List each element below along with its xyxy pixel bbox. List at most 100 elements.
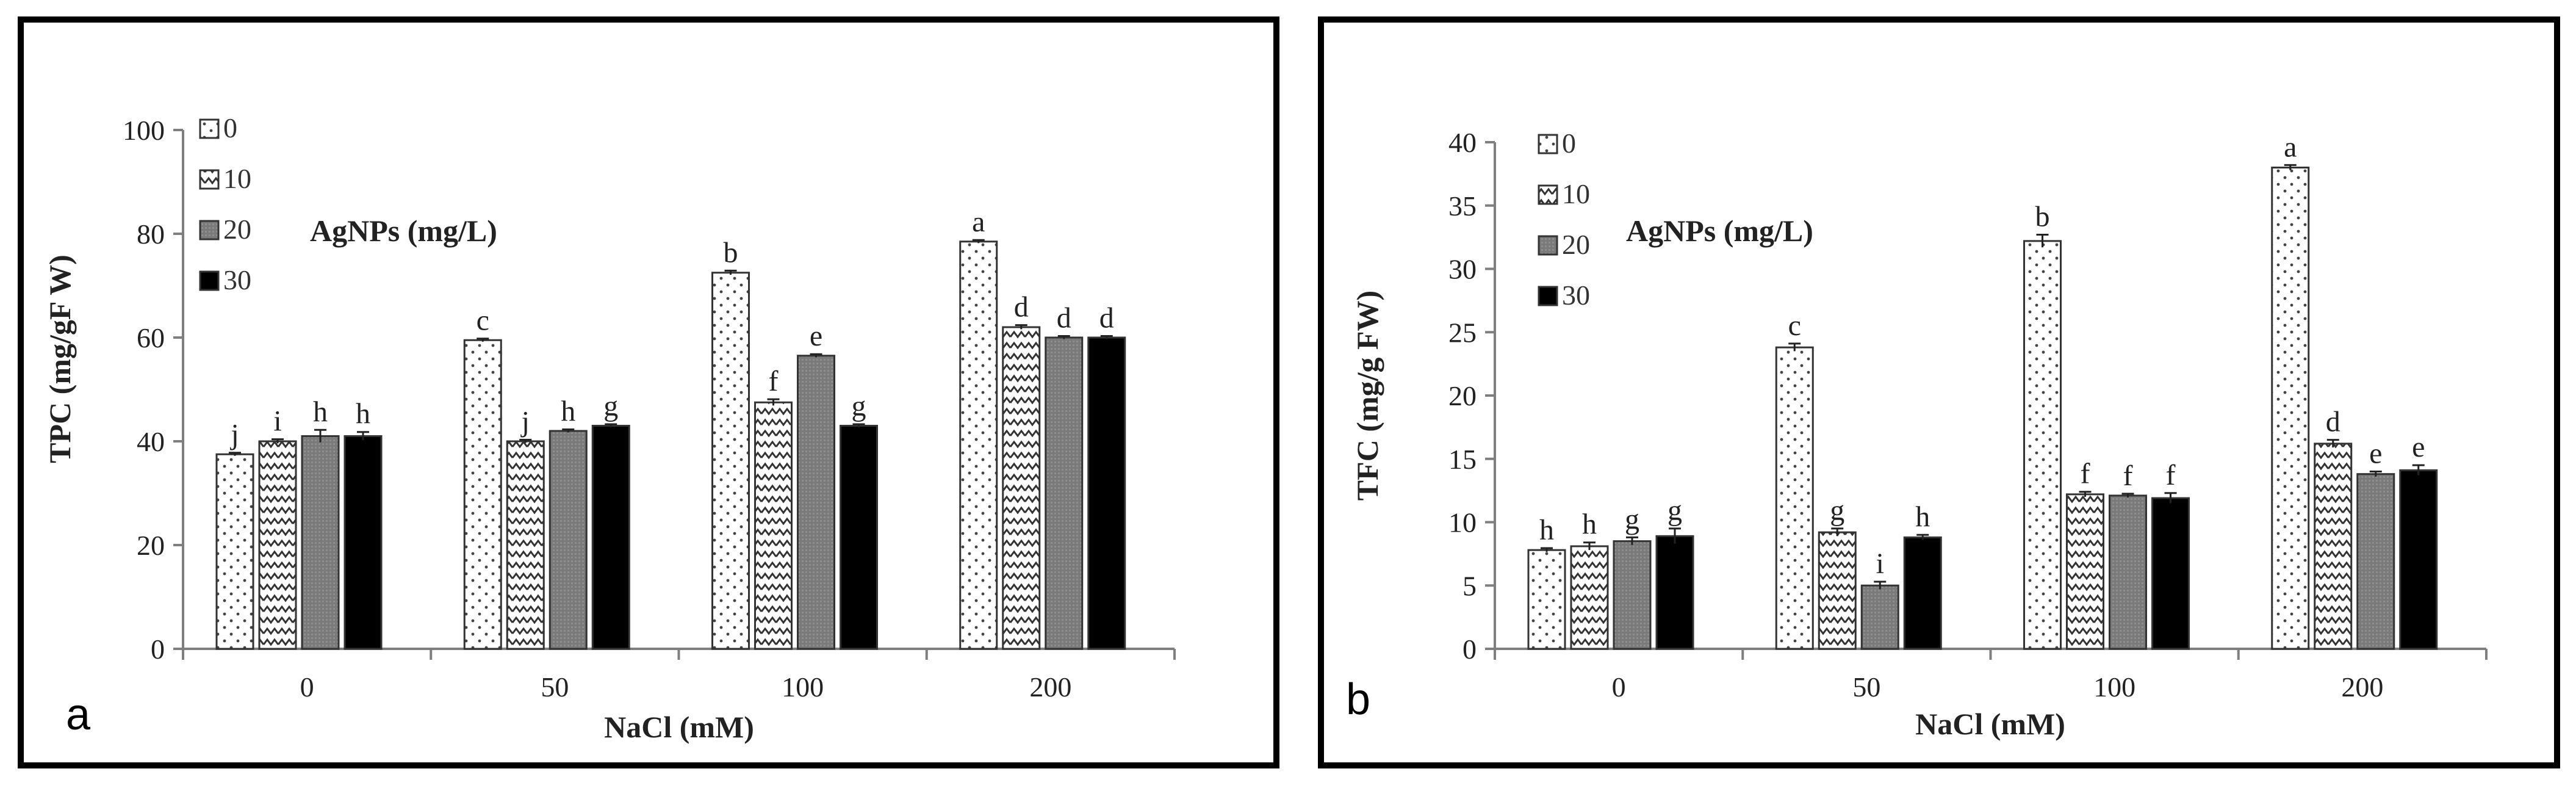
bar-agnps-0-nacl-50 — [463, 339, 502, 650]
y-tick-label: 30 — [1448, 254, 1477, 285]
significance-letter: h — [561, 395, 575, 427]
y-tick-label: 0 — [1462, 634, 1477, 665]
bar-agnps-20-nacl-100 — [797, 355, 835, 650]
y-tick-label: 25 — [1448, 317, 1477, 348]
significance-letter: f — [2166, 459, 2176, 491]
significance-letter: h — [1539, 514, 1554, 546]
bar-agnps-10-nacl-0 — [1570, 545, 1609, 650]
legend-swatch-20 — [1538, 235, 1558, 256]
bar-agnps-20-nacl-50 — [549, 430, 588, 650]
legend-swatch-30 — [199, 270, 220, 291]
bar-agnps-10-nacl-200 — [1002, 326, 1041, 650]
bar-agnps-0-nacl-0 — [215, 453, 254, 650]
legend-label-10: 10 — [1562, 178, 1590, 209]
significance-letter: a — [2284, 131, 2297, 163]
bar-agnps-30-nacl-0 — [1655, 535, 1694, 650]
bar-agnps-10-nacl-100 — [754, 401, 793, 650]
significance-letter: i — [273, 405, 281, 438]
significance-letter: f — [769, 365, 779, 397]
panel-a-legend-title: AgNPs (mg/L) — [310, 214, 497, 248]
significance-letter: d — [2326, 406, 2340, 438]
bar-agnps-0-nacl-200 — [2271, 167, 2310, 650]
y-tick-label: 15 — [1448, 444, 1477, 475]
y-tick-label: 35 — [1448, 190, 1477, 222]
legend-label-30: 30 — [223, 264, 251, 295]
bar-agnps-10-nacl-100 — [2066, 493, 2104, 650]
panel-b-label: b — [1346, 675, 1370, 724]
legend-label-20: 20 — [223, 214, 251, 245]
bar-agnps-20-nacl-200 — [2356, 473, 2395, 650]
bar-agnps-0-nacl-100 — [711, 272, 750, 650]
significance-letter: e — [2412, 431, 2425, 463]
significance-letter: g — [603, 390, 618, 422]
legend-label-0: 0 — [1562, 128, 1576, 159]
significance-letter: g — [852, 390, 866, 422]
y-tick-label: 0 — [151, 634, 165, 665]
significance-letter: c — [1788, 309, 1801, 342]
legend-swatch-30 — [1538, 286, 1558, 306]
legend-swatch-10 — [199, 169, 220, 190]
bar-agnps-20-nacl-200 — [1045, 336, 1084, 650]
y-tick-label: 100 — [123, 115, 165, 146]
bar-agnps-30-nacl-0 — [344, 435, 383, 650]
bar-agnps-30-nacl-200 — [1087, 336, 1126, 650]
bar-agnps-10-nacl-0 — [258, 440, 297, 650]
x-tick-label: 200 — [2341, 671, 2383, 703]
bar-agnps-0-nacl-200 — [959, 240, 998, 650]
bar-agnps-0-nacl-50 — [1775, 346, 1814, 650]
significance-letter: h — [1582, 508, 1597, 541]
significance-letter: b — [724, 236, 738, 269]
significance-letter: h — [313, 396, 328, 428]
bar-agnps-20-nacl-0 — [1613, 540, 1652, 650]
bar-agnps-30-nacl-50 — [1903, 536, 1942, 650]
significance-letter: h — [356, 398, 370, 430]
x-tick-label: 100 — [2093, 671, 2135, 703]
significance-letter: e — [2369, 438, 2382, 470]
significance-letter: d — [1014, 291, 1029, 324]
bar-agnps-30-nacl-100 — [840, 425, 878, 650]
bar-agnps-30-nacl-50 — [591, 425, 630, 650]
legend-label-0: 0 — [223, 112, 237, 143]
bar-agnps-0-nacl-100 — [2023, 240, 2062, 650]
panel-b-y-axis-title: TFC (mg/g FW) — [1350, 291, 1384, 501]
panel-a-x-axis-title: NaCl (mM) — [604, 710, 754, 744]
y-tick-label: 10 — [1448, 507, 1477, 538]
bar-agnps-0-nacl-0 — [1527, 549, 1566, 650]
legend-label-20: 20 — [1562, 229, 1590, 260]
bar-agnps-10-nacl-200 — [2314, 443, 2353, 650]
legend-swatch-10 — [1538, 184, 1558, 205]
significance-letter: c — [477, 305, 489, 337]
legend-swatch-0 — [1538, 134, 1558, 154]
significance-letter: f — [2081, 458, 2090, 490]
y-tick-label: 40 — [1448, 127, 1477, 158]
bar-agnps-10-nacl-50 — [1818, 531, 1857, 650]
y-tick-label: 60 — [137, 322, 165, 353]
legend-swatch-0 — [199, 118, 220, 139]
y-tick-label: 40 — [137, 426, 165, 457]
x-tick-label: 200 — [1029, 671, 1071, 703]
panel-a-label: a — [66, 690, 91, 739]
panel-a-legend: 0 10 20 30 — [199, 112, 251, 295]
x-tick-label: 50 — [541, 671, 569, 703]
significance-letter: g — [1668, 494, 1682, 527]
x-tick-label: 50 — [1852, 671, 1880, 703]
panel-b-legend-title: AgNPs (mg/L) — [1626, 214, 1813, 248]
significance-letter: i — [1876, 548, 1884, 580]
bar-agnps-10-nacl-50 — [506, 440, 545, 650]
y-tick-label: 20 — [137, 530, 165, 561]
panel-b-x-axis-title: NaCl (mM) — [1915, 707, 2065, 741]
x-tick-label: 100 — [782, 671, 824, 703]
y-tick-label: 80 — [137, 219, 165, 250]
legend-swatch-20 — [199, 220, 220, 240]
significance-letter: g — [1830, 494, 1844, 527]
bar-agnps-30-nacl-100 — [2151, 497, 2190, 650]
significance-letter: j — [520, 405, 530, 438]
significance-letter: f — [2123, 460, 2133, 492]
bar-agnps-20-nacl-50 — [1860, 584, 1899, 650]
panel-b-frame — [1318, 16, 2560, 768]
significance-letter: d — [1099, 302, 1114, 334]
panel-b: TFC (mg/g FW) NaCl (mM) b AgNPs (mg/L) 0… — [1318, 16, 2560, 768]
significance-letter: b — [2035, 200, 2050, 233]
